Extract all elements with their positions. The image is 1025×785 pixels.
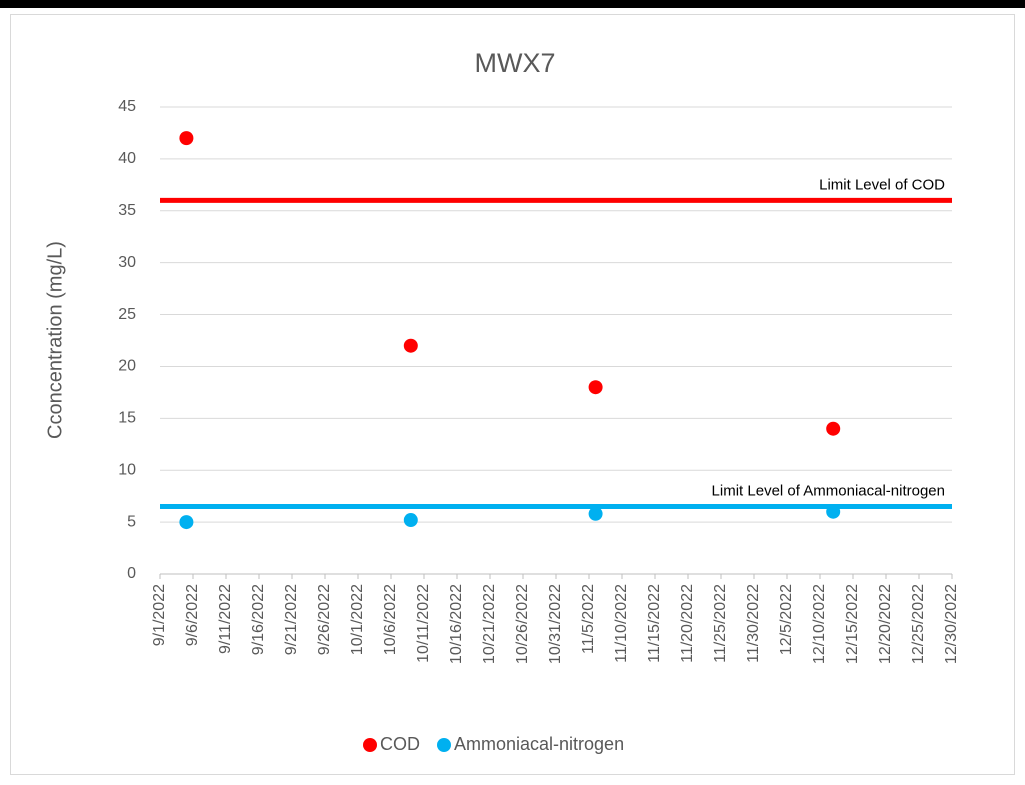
chart-frame — [10, 14, 1015, 775]
x-tick-label: 9/11/2022 — [217, 584, 234, 654]
reference-label: Limit Level of Ammoniacal-nitrogen — [712, 483, 945, 500]
top-bar — [0, 0, 1025, 8]
legend-label: COD — [380, 734, 420, 754]
x-tick-label: 12/15/2022 — [844, 584, 861, 664]
x-tick-label: 11/20/2022 — [679, 584, 696, 663]
y-axis-label: Cconcentration (mg/L) — [44, 241, 66, 439]
y-tick-label: 30 — [118, 254, 136, 271]
x-tick-label: 9/6/2022 — [184, 584, 201, 646]
x-tick-label: 10/21/2022 — [481, 584, 498, 664]
point — [588, 506, 603, 521]
legend-marker — [363, 738, 377, 752]
point — [826, 504, 841, 519]
y-tick-label: 45 — [118, 98, 136, 115]
x-tick-label: 10/26/2022 — [514, 584, 531, 664]
x-tick-label: 11/5/2022 — [580, 584, 597, 654]
x-tick-label: 12/20/2022 — [877, 584, 894, 664]
x-tick-label: 12/25/2022 — [910, 584, 927, 664]
reference-label: Limit Level of COD — [819, 176, 945, 193]
x-tick-label: 9/21/2022 — [283, 584, 300, 655]
x-tick-label: 9/26/2022 — [316, 584, 333, 655]
y-tick-label: 35 — [118, 202, 136, 219]
x-tick-label: 11/25/2022 — [712, 584, 729, 663]
y-tick-label: 20 — [118, 358, 136, 375]
y-tick-label: 25 — [118, 306, 136, 323]
y-tick-label: 10 — [118, 461, 136, 478]
legend-marker — [437, 738, 451, 752]
y-tick-label: 40 — [118, 150, 136, 167]
point — [179, 515, 194, 530]
x-tick-label: 11/15/2022 — [646, 584, 663, 663]
chart-title: MWX7 — [475, 48, 556, 78]
x-tick-label: 9/16/2022 — [250, 584, 267, 655]
point — [826, 421, 841, 436]
x-tick-label: 10/6/2022 — [382, 584, 399, 655]
x-tick-label: 11/30/2022 — [745, 584, 762, 663]
x-tick-label: 10/31/2022 — [547, 584, 564, 664]
x-tick-label: 12/10/2022 — [811, 584, 828, 664]
x-tick-label: 10/1/2022 — [349, 584, 366, 655]
y-tick-label: 5 — [127, 513, 136, 530]
point — [588, 380, 603, 395]
point — [403, 338, 418, 353]
x-tick-label: 12/5/2022 — [778, 584, 795, 655]
x-tick-label: 11/10/2022 — [613, 584, 630, 663]
x-tick-label: 9/1/2022 — [151, 584, 168, 646]
x-tick-label: 10/11/2022 — [415, 584, 432, 663]
legend-label: Ammoniacal-nitrogen — [454, 734, 624, 754]
y-tick-label: 0 — [127, 565, 136, 582]
x-tick-label: 10/16/2022 — [448, 584, 465, 664]
point — [403, 513, 418, 528]
y-tick-label: 15 — [118, 410, 136, 427]
x-tick-label: 12/30/2022 — [943, 584, 960, 664]
point — [179, 131, 194, 146]
